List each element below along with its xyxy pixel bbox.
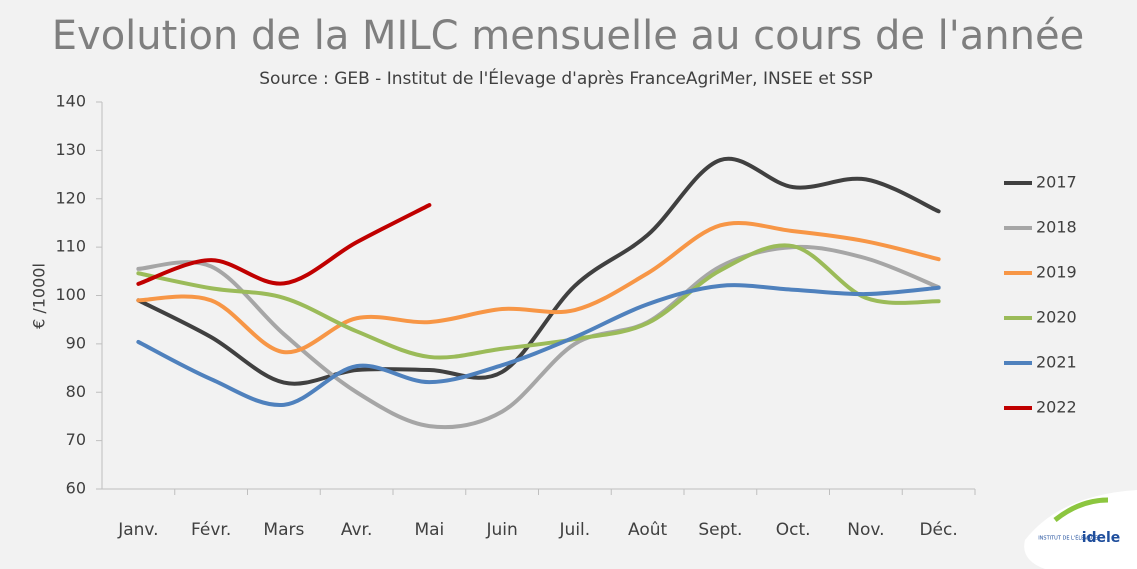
y-tick-label: 120: [55, 188, 86, 207]
series-line: [136, 156, 941, 386]
y-tick-label: 140: [55, 92, 86, 111]
x-tick-label: Févr.: [191, 520, 231, 540]
legend-label: 2022: [1036, 398, 1077, 417]
x-tick-label: Mars: [263, 520, 304, 540]
y-tick-label: 60: [66, 479, 86, 498]
series-line: [136, 283, 941, 407]
logo: INSTITUT DE L'ÉLEVAGE idele: [1024, 490, 1137, 569]
x-tick-label: Avr.: [341, 520, 373, 540]
y-tick-label: 80: [66, 382, 86, 401]
y-tick-label: 70: [66, 430, 86, 449]
series-line: [136, 243, 941, 360]
logo-text: idele: [1082, 530, 1121, 546]
series-line: [136, 203, 432, 286]
legend-label: 2020: [1036, 308, 1077, 327]
logo-swoosh: [1053, 497, 1109, 522]
legend-label: 2019: [1036, 263, 1077, 282]
x-tick-label: Mai: [414, 520, 444, 540]
legend-label: 2018: [1036, 218, 1077, 237]
x-tick-label: Janv.: [117, 520, 158, 540]
series-line: [136, 220, 941, 355]
y-tick-label: 90: [66, 333, 86, 352]
logo-badge: [1024, 490, 1137, 569]
x-tick-label: Juil.: [559, 520, 591, 540]
x-tick-label: Nov.: [847, 520, 884, 540]
legend-label: 2021: [1036, 353, 1077, 372]
legend-label: 2017: [1036, 173, 1077, 192]
x-tick-label: Oct.: [776, 520, 811, 540]
x-tick-label: Déc.: [919, 520, 957, 540]
logo-subtext: INSTITUT DE L'ÉLEVAGE: [1038, 534, 1098, 542]
y-tick-label: 110: [55, 237, 86, 256]
y-tick-label: 130: [55, 140, 86, 159]
y-tick-label: 100: [55, 285, 86, 304]
x-tick-label: Août: [628, 520, 668, 540]
chart-title: Evolution de la MILC mensuelle au cours …: [52, 13, 1084, 59]
x-tick-label: Sept.: [698, 520, 742, 540]
x-tick-label: Juin: [485, 520, 517, 540]
chart-subtitle: Source : GEB - Institut de l'Élevage d'a…: [259, 67, 872, 89]
y-axis-label: € /1000l: [30, 263, 49, 329]
